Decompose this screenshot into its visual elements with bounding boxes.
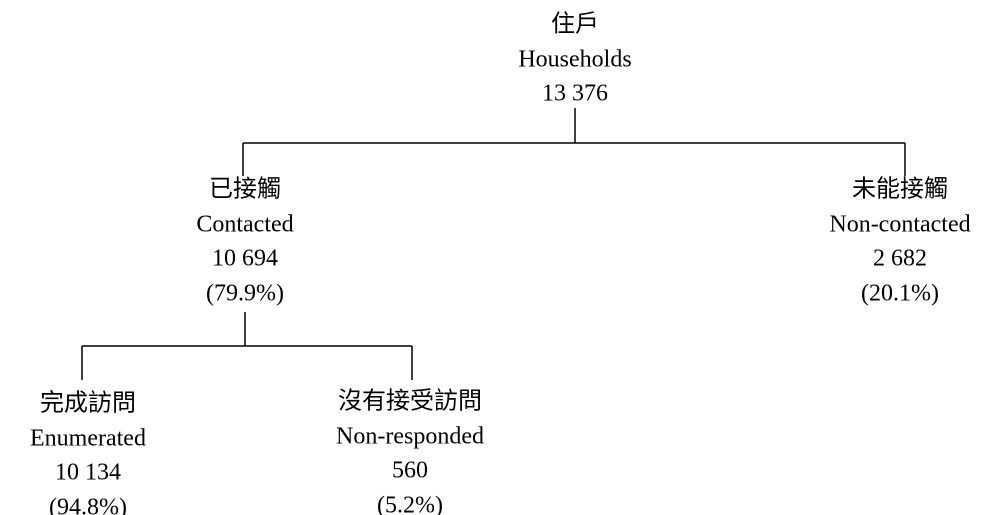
node-english: Non-contacted: [829, 212, 970, 238]
node-chinese: 完成訪問: [40, 390, 136, 417]
node-percent: (5.2%): [377, 493, 443, 515]
node-chinese: 已接觸: [209, 176, 281, 203]
node-count: 10 694: [212, 246, 278, 272]
node-english: Non-responded: [336, 424, 484, 450]
node-chinese: 沒有接受訪問: [338, 388, 482, 415]
node-chinese: 住戶: [551, 11, 599, 38]
node-percent: (20.1%): [861, 281, 939, 307]
node-english: Contacted: [196, 212, 293, 238]
node-percent: (79.9%): [206, 281, 284, 307]
node-percent: (94.8%): [49, 495, 127, 515]
node-chinese: 未能接觸: [852, 176, 948, 203]
node-count: 13 376: [542, 81, 608, 107]
node-english: Enumerated: [30, 426, 146, 452]
node-english: Households: [518, 47, 631, 73]
node-count: 2 682: [873, 246, 927, 272]
node-count: 10 134: [55, 460, 121, 486]
node-count: 560: [392, 458, 428, 484]
